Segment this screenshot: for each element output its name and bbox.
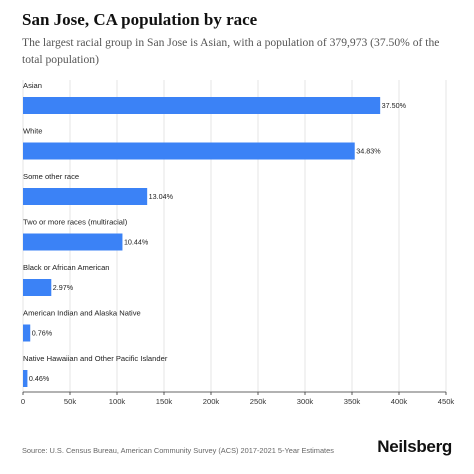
data-label: 0.46% [29,374,50,383]
category-label: American Indian and Alaska Native [23,309,141,318]
data-label: 0.76% [32,329,53,338]
x-tick-label: 150k [156,397,173,406]
category-label: Asian [23,81,42,90]
x-tick-label: 300k [297,397,314,406]
x-tick-label: 250k [250,397,267,406]
data-label: 34.83% [356,147,381,156]
x-tick-label: 50k [64,397,76,406]
x-tick-label: 400k [391,397,408,406]
category-label: Black or African American [23,263,110,272]
x-tick-label: 450k [438,397,455,406]
data-label: 13.04% [149,192,174,201]
bar [23,188,148,205]
bar [23,97,381,114]
data-label: 10.44% [124,238,149,247]
x-tick-label: 100k [109,397,126,406]
data-label: 2.97% [53,283,74,292]
category-label: Some other race [23,172,79,181]
bar [23,324,31,342]
category-label: Two or more races (multiracial) [23,218,128,227]
x-tick-label: 350k [344,397,361,406]
source-note: Source: U.S. Census Bureau, American Com… [22,446,334,455]
chart-subtitle: The largest racial group in San Jose is … [22,36,440,66]
x-tick-label: 0 [21,397,25,406]
category-label: White [23,127,42,136]
x-tick-label: 200k [203,397,220,406]
bar [23,233,123,251]
bar [23,370,28,387]
category-label: Native Hawaiian and Other Pacific Island… [23,354,168,363]
brand-logo: Neilsberg [377,437,452,456]
chart-title: San Jose, CA population by race [22,10,258,29]
data-label: 37.50% [382,101,407,110]
bar [23,279,52,296]
bar [23,142,355,160]
